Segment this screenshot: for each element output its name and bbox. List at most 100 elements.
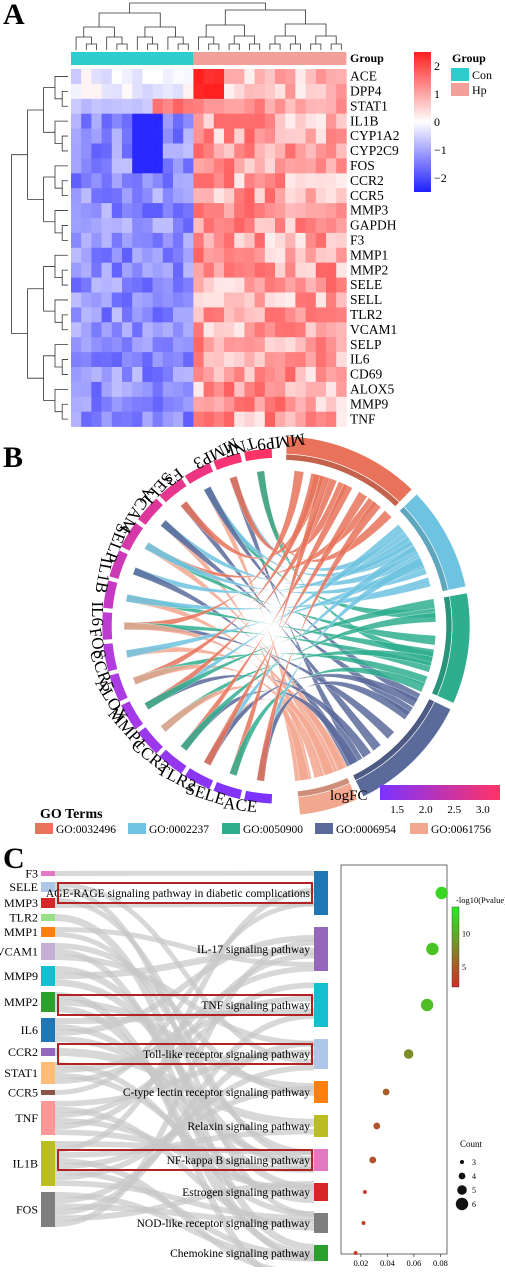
- heatmap-cell: [193, 293, 204, 308]
- go-legend-swatch: [315, 823, 333, 834]
- heatmap-cell: [316, 367, 327, 382]
- dendrogram-branch: [311, 44, 321, 50]
- heatmap-cell: [71, 263, 82, 278]
- heatmap-cell: [112, 397, 123, 412]
- heatmap-cell: [326, 293, 337, 308]
- heatmap-cell: [183, 84, 194, 99]
- heatmap-cell: [244, 99, 255, 114]
- chord-ribbons: [124, 471, 436, 782]
- heatmap-cell: [316, 233, 327, 248]
- heatmap-cell: [224, 144, 235, 159]
- heatmap-cell: [163, 173, 174, 188]
- heatmap-cell: [214, 322, 225, 337]
- heatmap-cell: [295, 188, 306, 203]
- heatmap-cell: [234, 173, 245, 188]
- heatmap-cell: [316, 307, 327, 322]
- heatmap-cell: [193, 337, 204, 352]
- logfc-title: logFC: [330, 788, 368, 804]
- heatmap-cell: [326, 218, 337, 233]
- dotplot-point: [362, 1221, 366, 1225]
- heatmap-cell: [336, 144, 347, 159]
- heatmap-cell: [112, 263, 123, 278]
- heatmap-cell: [295, 248, 306, 263]
- dendrogram-branch: [12, 155, 28, 334]
- heatmap-cell: [275, 293, 286, 308]
- heatmap-cell: [163, 84, 174, 99]
- heatmap-cell: [326, 129, 337, 144]
- heatmap-cell: [163, 322, 174, 337]
- heatmap-cell: [132, 337, 143, 352]
- heatmap-cell: [153, 114, 164, 129]
- heatmap-cell: [91, 99, 102, 114]
- heatmap-cell: [244, 367, 255, 382]
- heatmap-cell: [295, 367, 306, 382]
- heatmap-cell: [275, 173, 286, 188]
- heatmap-cell: [112, 129, 123, 144]
- heatmap-cell: [122, 248, 133, 263]
- heatmap-cell: [244, 248, 255, 263]
- heatmap-cell: [204, 337, 215, 352]
- heatmap-cell: [183, 293, 194, 308]
- heatmap-cell: [102, 367, 113, 382]
- heatmap-cell: [336, 188, 347, 203]
- heatmap-cell: [102, 218, 113, 233]
- heatmap-cell: [81, 337, 92, 352]
- heatmap-cell: [91, 322, 102, 337]
- heatmap-cell: [193, 84, 204, 99]
- heatmap-cell: [234, 233, 245, 248]
- heatmap-cell: [193, 129, 204, 144]
- heatmap-cell: [326, 203, 337, 218]
- heatmap-cell: [204, 367, 215, 382]
- heatmap-cell: [81, 412, 92, 427]
- sankey-gene-label: IL6: [21, 1023, 38, 1037]
- heatmap-cell: [265, 278, 276, 293]
- heatmap-cell: [265, 188, 276, 203]
- heatmap-cell: [265, 382, 276, 397]
- heatmap-cell: [306, 203, 317, 218]
- heatmap-cell: [224, 99, 235, 114]
- heatmap-cell: [183, 397, 194, 412]
- count-legend-dot: [456, 1198, 468, 1210]
- heatmap-cell: [275, 337, 286, 352]
- heatmap-cell: [71, 158, 82, 173]
- heatmap-cell: [193, 307, 204, 322]
- heatmap-cell: [163, 337, 174, 352]
- heatmap-cell: [153, 129, 164, 144]
- heatmap-cell: [224, 293, 235, 308]
- heatmap-cell: [224, 218, 235, 233]
- dendrogram-branch: [62, 91, 68, 106]
- heatmap-cell: [234, 337, 245, 352]
- heatmap-cell: [132, 158, 143, 173]
- heatmap-cell: [234, 203, 245, 218]
- heatmap-cell: [224, 367, 235, 382]
- heatmap-cell: [224, 129, 235, 144]
- heatmap-cell: [112, 158, 123, 173]
- dotplot-x-tick-label: 0.04: [380, 1258, 396, 1267]
- heatmap-cell: [142, 144, 153, 159]
- heatmap-cell: [183, 263, 194, 278]
- heatmap-cell: [265, 99, 276, 114]
- sankey-gene-node: [41, 914, 55, 921]
- heatmap-cell: [326, 337, 337, 352]
- heatmap-cell: [91, 307, 102, 322]
- heatmap-cell: [306, 322, 317, 337]
- panel-b-label: B: [3, 441, 23, 474]
- sankey-pathway-node: [314, 1245, 328, 1261]
- heatmap-cell: [122, 203, 133, 218]
- heatmap-cell: [91, 263, 102, 278]
- heatmap-cell: [275, 248, 286, 263]
- heatmap-cell: [153, 337, 164, 352]
- heatmap-cell: [255, 69, 266, 84]
- heatmap-cell: [153, 218, 164, 233]
- heatmap-cell: [142, 278, 153, 293]
- heatmap-cell: [132, 144, 143, 159]
- dotplot-point: [436, 887, 448, 899]
- heatmap-cell: [142, 129, 153, 144]
- heatmap-cell: [132, 352, 143, 367]
- dendrogram-branch: [44, 266, 55, 311]
- heatmap-cell: [204, 397, 215, 412]
- dendrogram-branch: [55, 166, 68, 188]
- heatmap-cell: [265, 248, 276, 263]
- heatmap-cell: [326, 263, 337, 278]
- logfc-tick: 1.5: [390, 804, 404, 816]
